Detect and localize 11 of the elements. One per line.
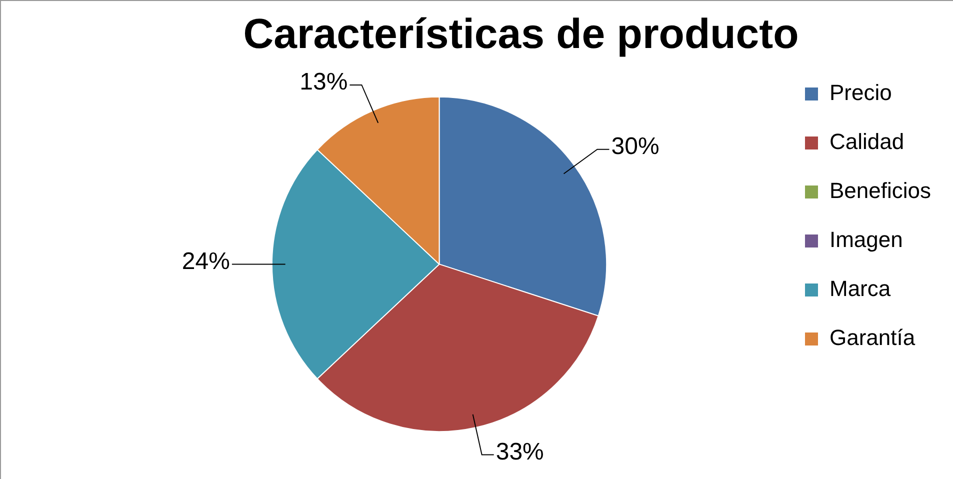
legend-label: Marca bbox=[829, 276, 892, 302]
legend-label: Garantía bbox=[829, 325, 916, 350]
legend-label: Imagen bbox=[829, 227, 903, 252]
legend-label: Calidad bbox=[829, 129, 904, 154]
data-label: 33% bbox=[496, 438, 544, 466]
data-label: 13% bbox=[300, 68, 348, 96]
data-label: 30% bbox=[611, 133, 660, 160]
data-label: 24% bbox=[182, 248, 230, 275]
legend-label: Beneficios bbox=[829, 178, 932, 204]
chart-title: Características de producto bbox=[243, 10, 799, 57]
legend-label: Precio bbox=[829, 80, 892, 106]
